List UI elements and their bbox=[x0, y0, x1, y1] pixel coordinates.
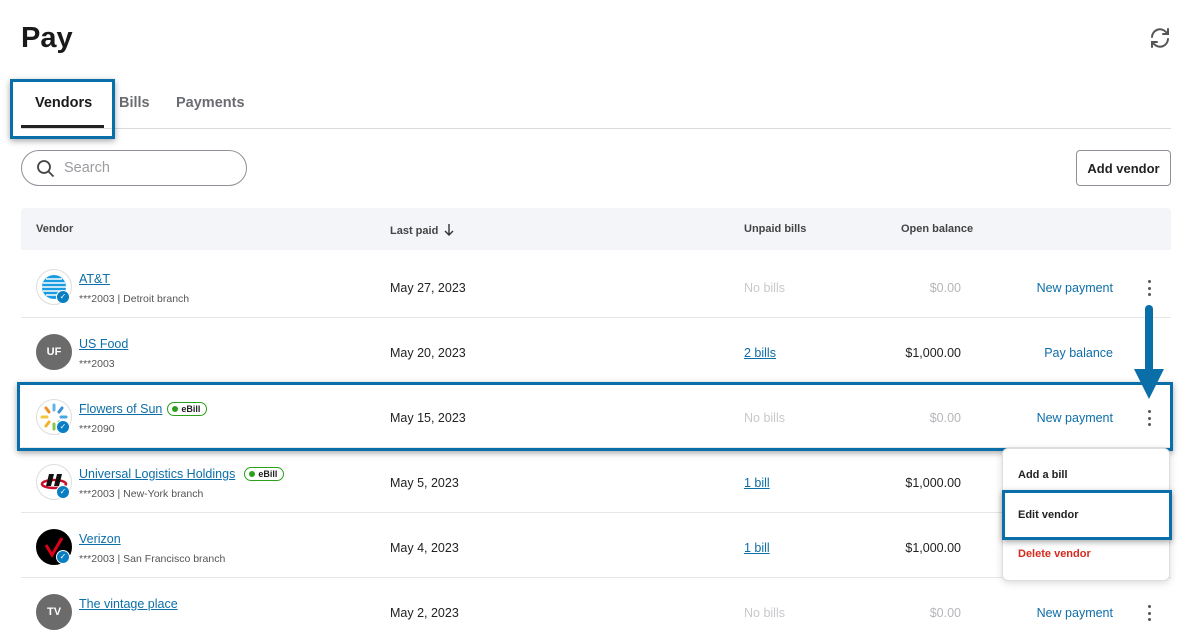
vendor-subtitle: ***2003 | Detroit branch bbox=[79, 293, 190, 305]
vendor-name[interactable]: Flowers of Sun bbox=[79, 402, 163, 416]
vendors-tab-highlight bbox=[10, 79, 115, 139]
vendor-name-link[interactable]: The vintage place bbox=[79, 597, 178, 611]
table-row: ✓ Flowers of Sun eBill ***2090 May 15, 20… bbox=[21, 383, 1171, 448]
vendor-name-link[interactable]: Flowers of Sun eBill bbox=[79, 402, 208, 416]
new-payment-link[interactable]: New payment bbox=[1036, 411, 1113, 425]
verified-badge-icon: ✓ bbox=[56, 485, 70, 499]
row-actions-menu: Add a bill Edit vendor Delete vendor bbox=[1002, 448, 1170, 581]
vendor-logo-att bbox=[36, 269, 72, 305]
table-row: TV The vintage place May 2, 2023 No bill… bbox=[21, 578, 1171, 643]
vendor-subtitle: ***2003 | New-York branch bbox=[79, 488, 204, 500]
vendor-name-link[interactable]: Verizon bbox=[79, 532, 121, 546]
table-header bbox=[21, 208, 1171, 250]
vendor-subtitle: ***2003 | San Francisco branch bbox=[79, 553, 226, 565]
unpaid-bills-link[interactable]: 2 bills bbox=[744, 346, 776, 360]
down-arrow-annotation-icon bbox=[1134, 305, 1164, 399]
pay-balance-link[interactable]: Pay balance bbox=[1044, 346, 1113, 360]
last-paid-date: May 5, 2023 bbox=[390, 476, 459, 490]
vendor-subtitle: ***2003 bbox=[79, 358, 115, 370]
ebill-dot-icon bbox=[172, 406, 179, 412]
vendor-name-link[interactable]: Universal Logistics Holdings eBill bbox=[79, 467, 285, 481]
new-payment-link[interactable]: New payment bbox=[1036, 606, 1113, 620]
column-header-unpaid-bills[interactable]: Unpaid bills bbox=[744, 223, 807, 235]
column-header-last-paid[interactable]: Last paid bbox=[390, 223, 455, 237]
column-header-vendor[interactable]: Vendor bbox=[36, 223, 74, 235]
open-balance: $1,000.00 bbox=[905, 541, 961, 555]
ebill-badge: eBill bbox=[244, 467, 285, 481]
page-title: Pay bbox=[21, 22, 73, 54]
ebill-badge: eBill bbox=[167, 402, 208, 416]
vendor-subtitle: ***2090 bbox=[79, 423, 115, 435]
new-payment-link[interactable]: New payment bbox=[1036, 281, 1113, 295]
unpaid-bills: No bills bbox=[744, 606, 785, 620]
table-row: ✓ Universal Logistics Holdings eBill ***2… bbox=[21, 448, 1171, 513]
tab-vendors[interactable]: Vendors bbox=[35, 95, 93, 111]
verified-badge-icon: ✓ bbox=[56, 290, 70, 304]
unpaid-bills-link[interactable]: 1 bill bbox=[744, 476, 770, 490]
open-balance: $1,000.00 bbox=[905, 346, 961, 360]
tab-divider bbox=[21, 128, 1171, 129]
open-balance: $1,000.00 bbox=[905, 476, 961, 490]
last-paid-date: May 4, 2023 bbox=[390, 541, 459, 555]
column-header-last-paid-label: Last paid bbox=[390, 225, 439, 237]
vendor-logo-verizon bbox=[36, 529, 72, 565]
ebill-label: eBill bbox=[258, 469, 278, 479]
active-tab-indicator bbox=[21, 125, 104, 128]
tab-payments[interactable]: Payments bbox=[176, 95, 245, 111]
search-input[interactable] bbox=[64, 157, 234, 179]
more-options-icon[interactable] bbox=[1145, 280, 1153, 296]
search-box[interactable] bbox=[21, 150, 247, 186]
table-row: ✓ Verizon ***2003 | San Francisco branch… bbox=[21, 513, 1171, 578]
open-balance: $0.00 bbox=[929, 606, 961, 620]
vendor-name-link[interactable]: US Food bbox=[79, 337, 129, 351]
last-paid-date: May 27, 2023 bbox=[390, 281, 466, 295]
open-balance: $0.00 bbox=[929, 281, 961, 295]
table-row: UF US Food ***2003 May 20, 2023 2 bills … bbox=[21, 318, 1171, 383]
verified-badge-icon: ✓ bbox=[56, 550, 70, 564]
unpaid-bills: No bills bbox=[744, 411, 785, 425]
selected-row-highlight bbox=[17, 382, 1173, 451]
tab-bills[interactable]: Bills bbox=[119, 95, 150, 111]
sort-down-arrow-icon bbox=[444, 224, 454, 236]
edit-vendor-highlight bbox=[1002, 490, 1172, 540]
last-paid-date: May 15, 2023 bbox=[390, 411, 466, 425]
ebill-dot-icon bbox=[249, 471, 256, 477]
vendor-name-link[interactable]: AT&T bbox=[79, 272, 111, 286]
menu-item-delete-vendor[interactable]: Delete vendor bbox=[1018, 548, 1091, 560]
column-header-open-balance[interactable]: Open balance bbox=[901, 223, 974, 235]
vendor-avatar-initials: UF bbox=[36, 334, 72, 370]
unpaid-bills-link[interactable]: 1 bill bbox=[744, 541, 770, 555]
menu-item-add-bill[interactable]: Add a bill bbox=[1018, 469, 1068, 481]
table-row: ✓ AT&T ***2003 | Detroit branch May 27, … bbox=[21, 253, 1171, 318]
more-options-icon[interactable] bbox=[1145, 605, 1153, 621]
vendor-avatar-initials: TV bbox=[36, 594, 72, 630]
last-paid-date: May 2, 2023 bbox=[390, 606, 459, 620]
ebill-label: eBill bbox=[181, 404, 201, 414]
open-balance: $0.00 bbox=[929, 411, 961, 425]
last-paid-date: May 20, 2023 bbox=[390, 346, 466, 360]
refresh-icon[interactable] bbox=[1148, 26, 1172, 50]
vendor-name[interactable]: Universal Logistics Holdings bbox=[79, 467, 236, 481]
add-vendor-button[interactable]: Add vendor bbox=[1076, 150, 1171, 186]
unpaid-bills: No bills bbox=[744, 281, 785, 295]
menu-item-edit-vendor[interactable]: Edit vendor bbox=[1018, 509, 1079, 521]
verified-badge-icon: ✓ bbox=[56, 420, 70, 434]
more-options-icon[interactable] bbox=[1145, 410, 1153, 426]
vendor-logo-universal bbox=[36, 464, 72, 500]
search-icon bbox=[37, 160, 55, 178]
